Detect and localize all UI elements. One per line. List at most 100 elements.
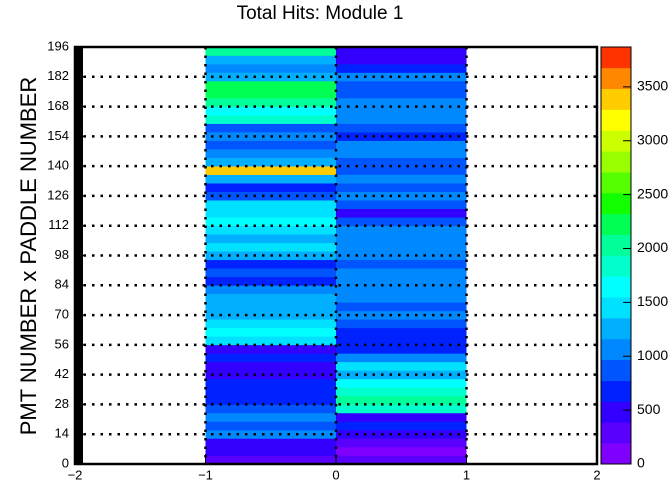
heatmap-cell <box>205 225 336 235</box>
heatmap-cell <box>205 259 336 269</box>
x-tick-label: 1 <box>463 467 470 482</box>
heatmap-cell <box>205 395 336 405</box>
heatmap-cell <box>336 217 467 227</box>
colorbar-band <box>601 443 631 465</box>
heatmap-cell <box>336 234 467 244</box>
heatmap-cell <box>336 140 467 150</box>
x-tick-label: 0 <box>332 467 339 482</box>
heatmap-cell <box>336 72 467 82</box>
heatmap-cell <box>336 174 467 184</box>
colorbar-band <box>601 380 631 402</box>
heatmap-cell <box>336 191 467 201</box>
heatmap-cell <box>205 336 336 346</box>
heatmap-cell <box>205 455 336 465</box>
colorbar-tick-label: 0 <box>637 455 645 471</box>
heatmap-cell <box>205 285 336 295</box>
y-tick-label: 28 <box>55 396 69 411</box>
heatmap-cell <box>205 438 336 448</box>
heatmap-cell <box>205 183 336 192</box>
heatmap-cell <box>205 276 336 286</box>
heatmap-cell <box>336 361 467 371</box>
heatmap-cell <box>205 200 336 209</box>
heatmap-cell <box>205 293 336 303</box>
heatmap-cell <box>205 89 336 99</box>
heatmap-cell <box>336 208 467 218</box>
colorbar-tick-label: 1000 <box>637 347 668 363</box>
y-tick-label: 182 <box>47 68 69 83</box>
colorbar-band <box>601 151 631 173</box>
heatmap-cell <box>205 98 336 107</box>
heatmap-cell <box>205 157 336 167</box>
colorbar-band <box>601 276 631 298</box>
colorbar-frame <box>600 46 632 465</box>
heatmap-cell <box>336 259 467 269</box>
y-tick-label: 168 <box>47 98 69 113</box>
heatmap-cell <box>336 47 467 56</box>
x-tick-label: 2 <box>593 467 600 482</box>
heatmap-cell <box>205 115 336 124</box>
heatmap-cell <box>336 412 467 422</box>
heatmap-cell <box>336 157 467 167</box>
colorbar-tick-label: 2000 <box>637 239 668 255</box>
colorbar-band <box>601 130 631 152</box>
colorbar-band <box>601 109 631 131</box>
heatmap-cell <box>205 149 336 158</box>
colorbar-band <box>601 88 631 110</box>
colorbar-band <box>601 297 631 319</box>
heatmap-cell <box>336 225 467 235</box>
heatmap-cell <box>336 123 467 133</box>
heatmap-cell <box>336 421 467 431</box>
heatmap-cell <box>205 446 336 456</box>
colorbar-tick-label: 2500 <box>637 185 668 201</box>
heatmap-cell <box>336 132 467 141</box>
y-tick-label: 196 <box>47 38 69 53</box>
heatmap-cell <box>336 327 467 337</box>
heatmap-cell <box>205 55 336 65</box>
heatmap-cell <box>205 81 336 90</box>
heatmap-cell <box>205 140 336 150</box>
heatmap-cell <box>336 353 467 363</box>
heatmap-cell <box>205 47 336 56</box>
heatmap-cell <box>205 166 336 175</box>
heatmap-cell <box>336 370 467 380</box>
heatmap-cell <box>205 174 336 184</box>
heatmap-cell <box>205 378 336 388</box>
heatmap-cell <box>336 89 467 99</box>
heatmap-cell <box>336 115 467 124</box>
heatmap-cell <box>205 319 336 329</box>
heatmap-cell <box>205 421 336 431</box>
heatmap-cell <box>336 285 467 295</box>
heatmap-cell <box>336 455 467 465</box>
heatmap-cell <box>336 106 467 116</box>
heatmap-cell <box>205 123 336 133</box>
colorbar-band <box>601 213 631 235</box>
heatmap-cell <box>336 64 467 73</box>
heatmap-cell <box>205 353 336 363</box>
heatmap-cell <box>336 200 467 209</box>
heatmap-cell <box>336 166 467 175</box>
colorbar-tick-label: 500 <box>637 401 661 417</box>
y-tick-label: 84 <box>55 277 69 292</box>
heatmap-cell <box>205 327 336 337</box>
y-tick-label: 126 <box>47 187 69 202</box>
heatmap-cell <box>205 404 336 414</box>
x-tick-label: −2 <box>68 467 83 482</box>
y-tick-label: 98 <box>55 247 69 262</box>
y-tick-label: 112 <box>48 217 69 232</box>
y-tick-label: 154 <box>47 128 69 143</box>
heatmap-cell <box>205 64 336 73</box>
heatmap-cell <box>336 336 467 346</box>
heatmap-cell <box>205 242 336 252</box>
heatmap-cell <box>205 412 336 422</box>
heatmap-cell <box>336 293 467 303</box>
y-axis-label: PMT NUMBER x PADDLE NUMBER <box>16 77 41 436</box>
heatmap-cell <box>336 429 467 439</box>
heatmap-cell <box>205 217 336 227</box>
y-tick-label: 140 <box>47 158 69 173</box>
colorbar-band <box>601 338 631 361</box>
heatmap-cell <box>336 378 467 388</box>
heatmap-cell <box>205 302 336 312</box>
colorbar-band <box>601 401 631 423</box>
heatmap-cell <box>205 208 336 218</box>
